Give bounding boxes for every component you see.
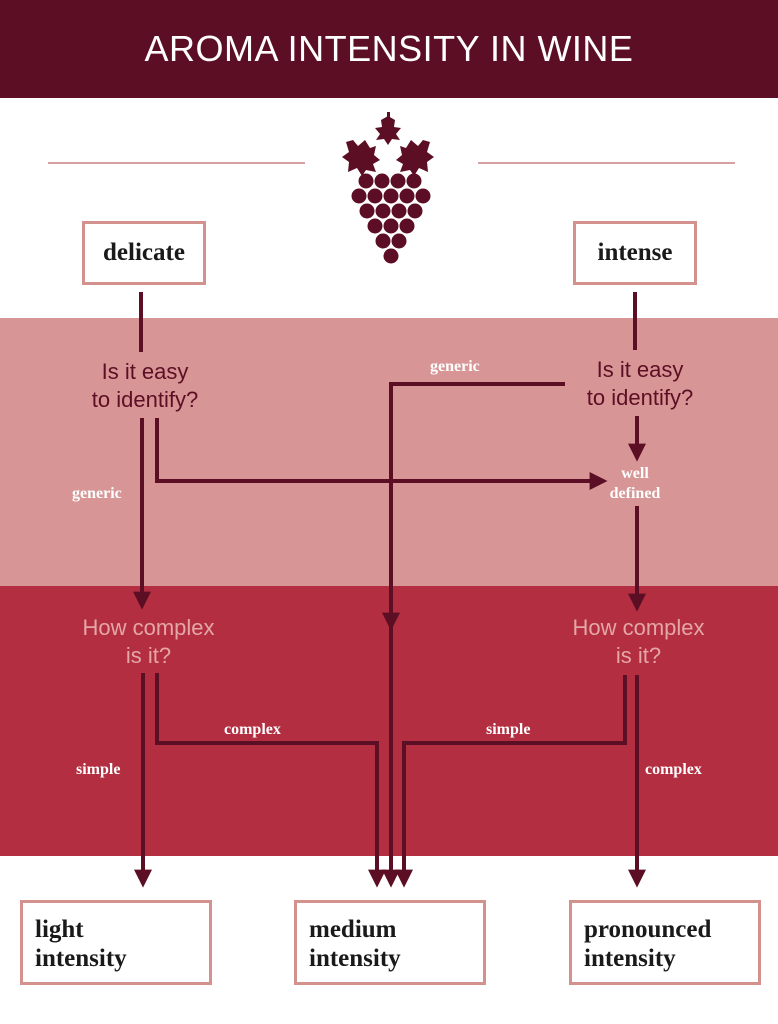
- question-line: to identify?: [586, 385, 694, 410]
- outcome-pronounced-intensity: pronounced intensity: [569, 900, 761, 985]
- outcome-line: medium: [309, 916, 397, 943]
- question-line: Is it easy: [596, 357, 684, 382]
- question-identify-delicate: Is it easy to identify?: [70, 358, 220, 414]
- edge-label-generic-left: generic: [72, 485, 122, 502]
- outcome-medium-intensity: medium intensity: [294, 900, 486, 985]
- edge-label-well-defined: well defined: [600, 464, 670, 504]
- outcome-line: intensity: [309, 945, 401, 972]
- divider-right: [478, 162, 735, 164]
- question-line: to identify?: [91, 387, 199, 412]
- page-title: AROMA INTENSITY IN WINE: [144, 28, 634, 69]
- outcome-line: pronounced: [584, 916, 712, 943]
- question-line: is it?: [615, 643, 662, 668]
- question-line: Is it easy: [101, 359, 189, 384]
- arrow-q4-simple: [395, 675, 627, 888]
- outcome-line: intensity: [584, 945, 676, 972]
- question-complexity-right: How complex is it?: [556, 614, 721, 670]
- arrow-q3-complex: [155, 673, 386, 888]
- outcome-line: intensity: [35, 945, 127, 972]
- grape-cluster-icon: [342, 112, 434, 264]
- question-identify-intense: Is it easy to identify?: [565, 356, 715, 412]
- label-line: well: [621, 465, 649, 482]
- edge-label-simple-mid: simple: [486, 721, 531, 738]
- outcome-line: light: [35, 916, 84, 943]
- question-line: How complex: [82, 615, 215, 640]
- arrow-q1-well-defined: [155, 418, 608, 490]
- edge-label-simple-left: simple: [76, 761, 121, 778]
- label-line: defined: [609, 485, 661, 502]
- start-node-intense: intense: [573, 221, 697, 285]
- arrow-q2-generic: [382, 382, 565, 631]
- outcome-light-intensity: light intensity: [20, 900, 212, 985]
- header-bar: [0, 0, 778, 98]
- divider-left: [48, 162, 305, 164]
- start-node-delicate: delicate: [82, 221, 206, 285]
- question-line: How complex: [572, 615, 705, 640]
- edge-label-generic-top: generic: [430, 358, 480, 375]
- question-line: is it?: [125, 643, 172, 668]
- question-complexity-left: How complex is it?: [66, 614, 231, 670]
- edge-label-complex-right: complex: [645, 761, 702, 778]
- edge-label-complex-mid: complex: [224, 721, 281, 738]
